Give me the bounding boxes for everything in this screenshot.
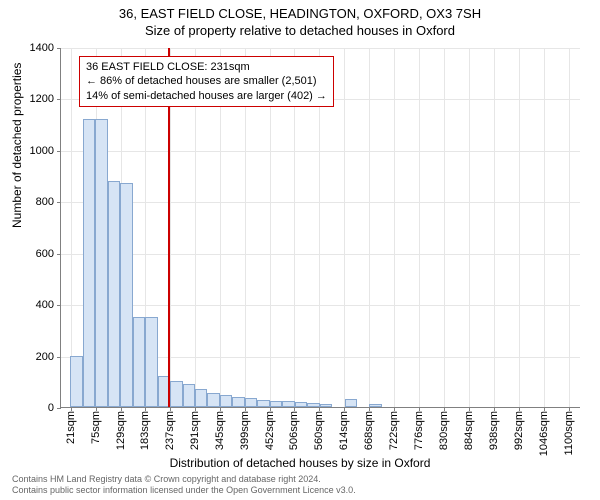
histogram-bar bbox=[183, 384, 195, 407]
x-axis-label: Distribution of detached houses by size … bbox=[0, 456, 600, 470]
histogram-bar bbox=[83, 119, 95, 407]
gridline-v bbox=[419, 48, 420, 407]
gridline-v bbox=[71, 48, 72, 407]
xtick-label: 21sqm bbox=[65, 407, 77, 444]
gridline-h bbox=[61, 151, 580, 152]
histogram-bar bbox=[257, 400, 269, 407]
histogram-bar bbox=[133, 317, 145, 407]
ytick-label: 200 bbox=[36, 351, 54, 363]
xtick-label: 506sqm bbox=[288, 407, 300, 450]
histogram-bar bbox=[345, 399, 357, 407]
ytick-label: 0 bbox=[48, 402, 54, 414]
title-line1: 36, EAST FIELD CLOSE, HEADINGTON, OXFORD… bbox=[0, 6, 600, 21]
xtick-label: 992sqm bbox=[513, 407, 525, 450]
histogram-bar bbox=[145, 317, 157, 407]
xtick-label: 884sqm bbox=[463, 407, 475, 450]
xtick-label: 129sqm bbox=[115, 407, 127, 450]
histogram-bar bbox=[70, 356, 82, 407]
xtick-label: 830sqm bbox=[438, 407, 450, 450]
xtick-label: 776sqm bbox=[413, 407, 425, 450]
xtick-label: 938sqm bbox=[488, 407, 500, 450]
ytick-mark bbox=[57, 254, 61, 255]
gridline-h bbox=[61, 254, 580, 255]
xtick-label: 291sqm bbox=[189, 407, 201, 450]
histogram-bar bbox=[307, 403, 319, 407]
xtick-label: 237sqm bbox=[164, 407, 176, 450]
histogram-bar bbox=[170, 381, 182, 407]
xtick-label: 399sqm bbox=[239, 407, 251, 450]
xtick-label: 722sqm bbox=[388, 407, 400, 450]
gridline-h bbox=[61, 202, 580, 203]
gridline-v bbox=[394, 48, 395, 407]
y-axis-label: Number of detached properties bbox=[10, 63, 24, 228]
annotation-box: 36 EAST FIELD CLOSE: 231sqm← 86% of deta… bbox=[79, 56, 334, 107]
gridline-v bbox=[519, 48, 520, 407]
gridline-v bbox=[444, 48, 445, 407]
gridline-v bbox=[494, 48, 495, 407]
xtick-label: 560sqm bbox=[313, 407, 325, 450]
ytick-label: 800 bbox=[36, 196, 54, 208]
ytick-mark bbox=[57, 151, 61, 152]
xtick-label: 614sqm bbox=[338, 407, 350, 450]
xtick-label: 668sqm bbox=[363, 407, 375, 450]
histogram-bar bbox=[207, 393, 219, 407]
ytick-mark bbox=[57, 99, 61, 100]
ytick-label: 1000 bbox=[30, 145, 54, 157]
footer-attribution: Contains HM Land Registry data © Crown c… bbox=[12, 474, 356, 496]
histogram-bar bbox=[232, 397, 244, 407]
xtick-label: 1046sqm bbox=[538, 407, 550, 456]
gridline-v bbox=[344, 48, 345, 407]
histogram-bar bbox=[295, 402, 307, 407]
gridline-h bbox=[61, 305, 580, 306]
xtick-label: 345sqm bbox=[214, 407, 226, 450]
ytick-label: 600 bbox=[36, 248, 54, 260]
ytick-mark bbox=[57, 202, 61, 203]
histogram-bar bbox=[270, 401, 282, 407]
gridline-h bbox=[61, 48, 580, 49]
xtick-label: 452sqm bbox=[264, 407, 276, 450]
annotation-line: 14% of semi-detached houses are larger (… bbox=[86, 89, 327, 103]
footer-line2: Contains public sector information licen… bbox=[12, 485, 356, 496]
ytick-mark bbox=[57, 357, 61, 358]
histogram-bar bbox=[369, 404, 381, 407]
xtick-label: 183sqm bbox=[139, 407, 151, 450]
ytick-mark bbox=[57, 408, 61, 409]
xtick-label: 75sqm bbox=[90, 407, 102, 444]
ytick-label: 400 bbox=[36, 299, 54, 311]
gridline-v bbox=[469, 48, 470, 407]
histogram-bar bbox=[282, 401, 294, 407]
title-block: 36, EAST FIELD CLOSE, HEADINGTON, OXFORD… bbox=[0, 0, 600, 38]
histogram-bar bbox=[95, 119, 107, 407]
histogram-bar bbox=[320, 404, 332, 407]
plot-area: 21sqm75sqm129sqm183sqm237sqm291sqm345sqm… bbox=[60, 48, 580, 408]
histogram-bar bbox=[108, 181, 120, 407]
y-tick-labels: 0200400600800100012001400 bbox=[0, 48, 58, 408]
histogram-bar bbox=[120, 183, 132, 407]
histogram-bar bbox=[220, 395, 232, 407]
histogram-bar bbox=[195, 389, 207, 407]
gridline-v bbox=[544, 48, 545, 407]
ytick-label: 1200 bbox=[30, 93, 54, 105]
xtick-label: 1100sqm bbox=[563, 407, 575, 455]
ytick-mark bbox=[57, 305, 61, 306]
footer-line1: Contains HM Land Registry data © Crown c… bbox=[12, 474, 356, 485]
gridline-v bbox=[369, 48, 370, 407]
histogram-bar bbox=[245, 398, 257, 407]
ytick-mark bbox=[57, 48, 61, 49]
title-line2: Size of property relative to detached ho… bbox=[0, 23, 600, 38]
gridline-v bbox=[569, 48, 570, 407]
annotation-line: 36 EAST FIELD CLOSE: 231sqm bbox=[86, 60, 327, 74]
annotation-line: ← 86% of detached houses are smaller (2,… bbox=[86, 74, 327, 88]
ytick-label: 1400 bbox=[30, 42, 54, 54]
